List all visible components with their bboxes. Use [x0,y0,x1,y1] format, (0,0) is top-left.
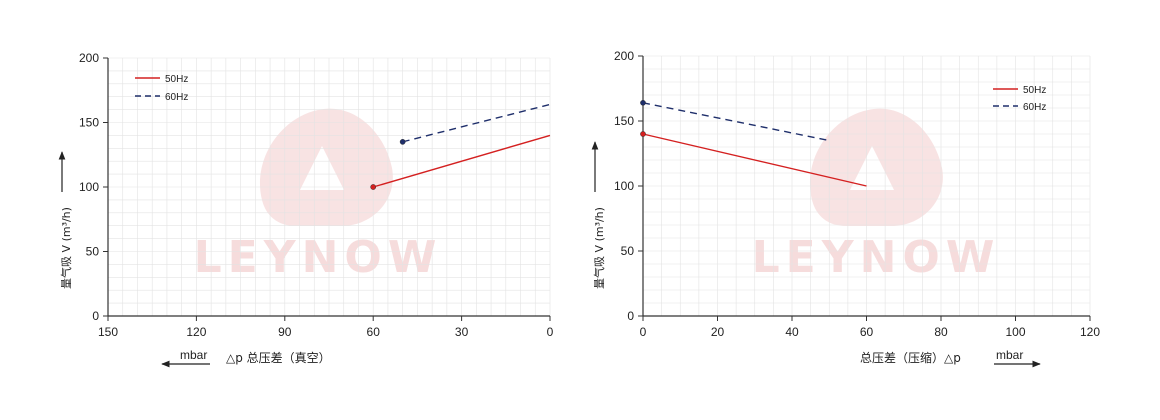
legend-label-60hz-right: 60Hz [1023,102,1046,113]
series-point-60hz [640,99,646,106]
legend-left: 50Hz 60Hz [135,74,188,103]
legend-right: 50Hz 60Hz [993,85,1046,113]
x-tick-label: 90 [278,325,292,339]
x-ticks-right: 0 20 40 60 80 100 120 [640,316,1100,339]
series-line-50hz [373,134,551,188]
x-tick-label: 40 [785,325,799,339]
y-tick-label: 0 [92,309,99,323]
y-tick-label: 100 [614,179,634,193]
watermark-logo-right: LEYNOW [752,108,1001,283]
x-tick-label: 60 [860,325,874,339]
x-axis-label-left: △p 总压差（真空） [226,351,331,365]
x-tick-label: 100 [1005,325,1025,339]
x-tick-label: 120 [1080,325,1100,339]
x-axis-label-right: 总压差（压缩）△p [860,350,961,365]
series-line-50hz [642,133,867,187]
x-ticks-left: 150 120 90 60 30 0 [98,316,554,339]
y-tick-label: 0 [627,309,634,323]
y-tick-label: 200 [79,51,99,65]
x-tick-label: 150 [98,325,118,339]
chart-vacuum: LEYNOW 150 120 90 60 30 0 0 50 100 150 200 50Hz 6… [58,51,554,368]
y-tick-label: 50 [621,244,635,258]
x-tick-label: 80 [934,325,948,339]
y-tick-label: 150 [614,114,634,128]
y-tick-label: 200 [614,49,634,63]
y-tick-label: 150 [79,116,99,130]
chart-compression: LEYNOW 0 20 40 60 80 100 120 0 50 100 150 200 50Hz… [591,49,1100,368]
watermark-logo-mark-right [809,108,943,226]
x-tick-label: 20 [711,325,725,339]
series-point-50hz [370,184,377,190]
grid-right [642,55,1091,317]
x-axis-title-right: 总压差（压缩）△p mbar [860,348,1041,368]
x-tick-label: 60 [367,325,381,339]
x-tick-label: 30 [455,325,469,339]
series-point-60hz [399,139,406,145]
series-left [370,103,551,190]
series-right [640,99,867,187]
x-unit-label-right: mbar [996,348,1023,362]
y-ticks-right: 0 50 100 150 200 [614,49,643,323]
x-axis-title-left: mbar △p 总压差（真空） [161,348,331,368]
watermark-text-right: LEYNOW [752,232,1001,283]
y-axis-title-right: 量气吸 V (m³/h) [591,141,606,289]
watermark-text: LEYNOW [194,232,443,283]
y-tick-label: 100 [79,180,99,194]
watermark-logo-mark [259,108,393,226]
x-tick-label: 0 [640,325,647,339]
x-unit-label-left: mbar [180,348,207,362]
x-tick-label: 0 [547,325,554,339]
legend-label-50hz-right: 50Hz [1023,85,1046,96]
watermark-logo: LEYNOW [194,108,443,283]
y-axis-title-left: 量气吸 V (m³/h) [58,151,73,289]
y-ticks-left: 0 50 100 150 200 [79,51,108,323]
y-axis-label-right: 量气吸 V (m³/h) [592,207,606,289]
x-tick-label: 120 [186,325,206,339]
series-point-50hz [640,131,646,137]
legend-label-50hz: 50Hz [165,74,188,85]
legend-label-60hz: 60Hz [165,92,188,103]
y-axis-label-left: 量气吸 V (m³/h) [59,207,73,289]
y-tick-label: 50 [86,245,100,259]
series-line-60hz [642,102,830,142]
series-line-60hz [402,103,551,143]
